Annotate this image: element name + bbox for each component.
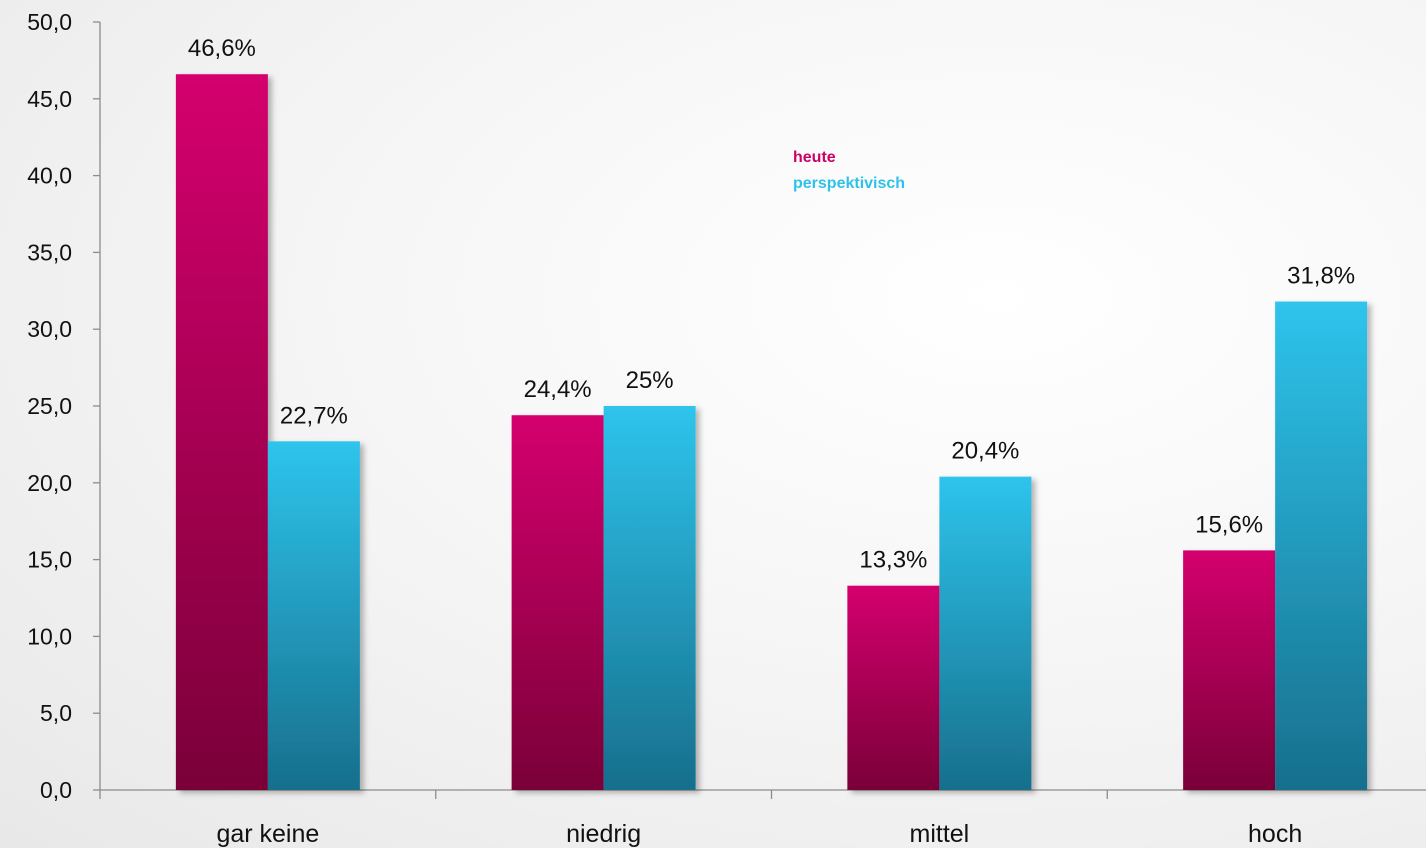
y-tick-label: 0,0 <box>40 777 72 803</box>
x-axis: gar keine niedrig mittel hoch <box>99 789 1426 848</box>
bar-heute-niedrig <box>511 415 604 790</box>
data-label: 13,3% <box>859 547 927 574</box>
y-tick-label: 5,0 <box>40 700 72 726</box>
bar-perspektivisch-hoch <box>1275 301 1368 790</box>
x-category-label: gar keine <box>216 820 319 848</box>
data-label: 31,8% <box>1287 263 1355 290</box>
legend-entry-heute: heute <box>793 149 836 166</box>
bar-perspektivisch-niedrig <box>603 406 696 790</box>
bar-heute-gar-keine <box>175 74 268 790</box>
y-tick-label: 35,0 <box>27 239 72 265</box>
bar-perspektivisch-gar-keine <box>267 441 360 790</box>
y-tick-label: 15,0 <box>27 547 72 573</box>
x-category-label: mittel <box>910 820 970 848</box>
y-tick-label: 30,0 <box>27 316 72 342</box>
y-tick-label: 50,0 <box>27 9 72 35</box>
y-tick-label: 45,0 <box>27 86 72 112</box>
data-label: 20,4% <box>951 438 1019 465</box>
legend-entry-perspektivisch: perspektivisch <box>793 175 905 192</box>
y-axis: 0,0 5,0 10,0 15,0 20,0 25,0 30,0 35,0 40,0 45,0 50… <box>27 9 101 803</box>
x-category-label: niedrig <box>566 820 641 848</box>
y-tick-label: 40,0 <box>27 163 72 189</box>
y-tick-label: 20,0 <box>27 470 72 496</box>
data-label: 46,6% <box>188 35 256 62</box>
legend: heute perspektivisch <box>793 149 905 192</box>
data-label: 22,7% <box>280 402 348 429</box>
y-tick-label: 25,0 <box>27 393 72 419</box>
y-tick-label: 10,0 <box>27 623 72 649</box>
data-label: 15,6% <box>1195 511 1263 538</box>
bar-heute-mittel <box>847 585 940 790</box>
data-label: 25% <box>626 367 674 394</box>
data-labels: 46,6% 22,7% 24,4% 25% 13,3% 20,4% 15,6% 31,8% <box>188 35 1355 573</box>
bar-perspektivisch-mittel <box>939 476 1032 790</box>
data-label: 24,4% <box>524 376 592 403</box>
bars <box>175 74 1368 790</box>
x-category-label: hoch <box>1248 820 1302 848</box>
bar-heute-hoch <box>1183 550 1276 790</box>
